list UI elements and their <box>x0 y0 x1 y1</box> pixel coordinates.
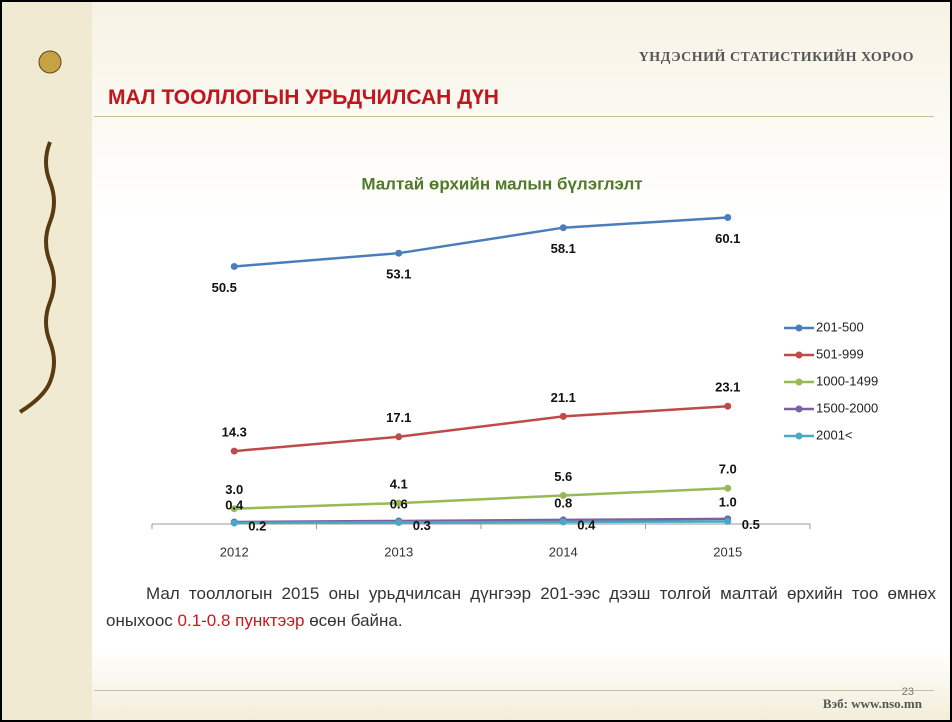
title-rule <box>94 116 934 117</box>
x-tick-label: 2014 <box>549 544 578 559</box>
legend-marker <box>795 405 803 413</box>
data-point <box>230 505 238 513</box>
data-label: 60.1 <box>715 231 740 246</box>
legend-label: 2001< <box>816 427 853 442</box>
data-label: 0.6 <box>390 496 408 511</box>
legend-label: 501-999 <box>816 346 864 361</box>
series-line <box>234 520 728 525</box>
data-label: 17.1 <box>386 410 411 425</box>
series-line <box>234 216 728 268</box>
organization: ҮНДЭСНИЙ СТАТИСТИКИЙН ХОРОО <box>638 50 914 65</box>
series-line <box>234 404 728 453</box>
x-tick-label: 2012 <box>220 544 249 559</box>
data-label: 0.8 <box>554 495 572 510</box>
data-label: 4.1 <box>390 477 408 492</box>
data-label: 0.4 <box>225 497 244 512</box>
data-label: 0.5 <box>742 517 760 532</box>
data-point <box>230 519 238 527</box>
data-label: 50.5 <box>212 280 237 295</box>
data-label: 58.1 <box>551 241 576 256</box>
sidebar <box>2 2 92 720</box>
paragraph: Мал тооллогын 2015 оны урьдчилсан дүнгээ… <box>106 580 936 634</box>
legend-label: 1500-2000 <box>816 400 878 415</box>
data-label: 23.1 <box>715 380 740 395</box>
chart: Малтай өрхийн малын бүлэглэлт 2012 2013 20… <box>151 174 878 559</box>
page-number: 23 <box>901 686 914 698</box>
x-tick-label: 2013 <box>384 544 413 559</box>
data-point <box>724 213 732 221</box>
data-label: 0.2 <box>248 518 266 533</box>
website: Вэб: www.nso.mn <box>822 696 922 711</box>
data-point <box>395 433 403 441</box>
data-label: 53.1 <box>386 267 411 282</box>
data-point <box>230 447 238 455</box>
data-label: 0.4 <box>577 517 596 532</box>
data-point <box>395 518 403 526</box>
slide-title: МАЛ ТООЛЛОГЫН УРЬДЧИЛСАН ДҮН <box>108 86 499 109</box>
data-label: 21.1 <box>551 390 576 405</box>
legend-marker <box>795 351 803 359</box>
sidebar-decor <box>18 50 62 414</box>
data-label: 3.0 <box>225 482 243 497</box>
data-label: 5.6 <box>554 469 572 484</box>
legend-marker <box>795 432 803 440</box>
data-point <box>724 402 732 410</box>
legend-marker <box>795 324 803 332</box>
data-point <box>559 518 567 526</box>
series-line <box>234 487 728 510</box>
x-tick-label: 2015 <box>713 544 742 559</box>
legend-marker <box>795 378 803 386</box>
data-label: 14.3 <box>222 425 247 440</box>
data-point <box>724 517 732 525</box>
paragraph-text: өсөн байна. <box>304 611 403 630</box>
script-decor <box>18 141 56 414</box>
emblem <box>38 50 62 74</box>
data-label: 0.3 <box>413 518 431 533</box>
data-point <box>559 412 567 420</box>
content-bg <box>92 2 950 720</box>
series-line <box>234 517 728 524</box>
data-label: 1.0 <box>719 494 737 509</box>
data-point <box>559 491 567 499</box>
data-label: 7.0 <box>719 462 737 477</box>
legend-label: 201-500 <box>816 319 864 334</box>
data-point <box>395 249 403 257</box>
data-point <box>559 224 567 232</box>
data-point <box>724 484 732 492</box>
data-point <box>395 499 403 507</box>
legend-label: 1000-1499 <box>816 373 878 388</box>
paragraph-text: Мал тооллогын 2015 оны урьдчилсан дүнгээ… <box>106 584 936 630</box>
footer-rule <box>94 690 934 691</box>
highlight-text: 0.1-0.8 пунктээр <box>177 611 305 630</box>
chart-title: Малтай өрхийн малын бүлэглэлт <box>361 174 642 193</box>
data-point <box>230 262 238 270</box>
